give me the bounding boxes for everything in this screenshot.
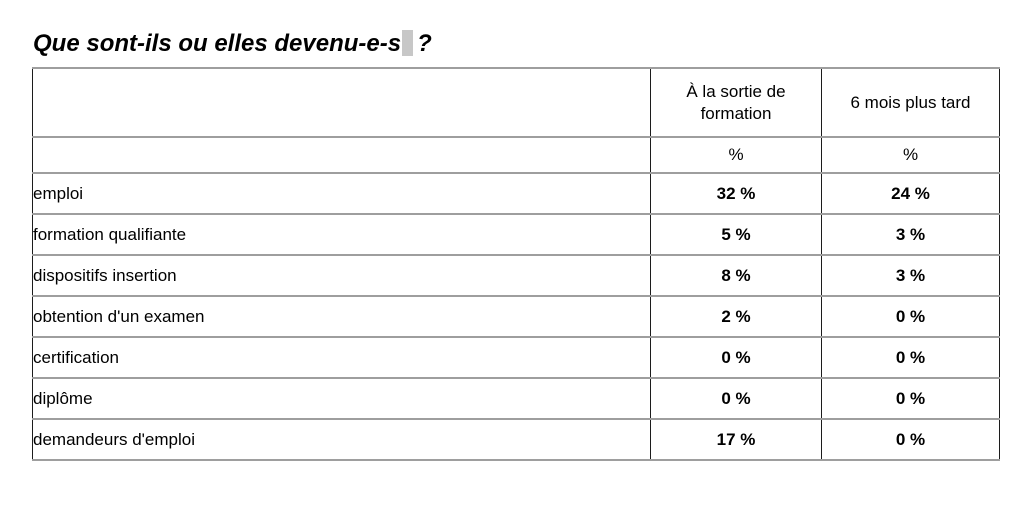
column-header-six-months: 6 mois plus tard (821, 67, 1000, 138)
results-table: À la sortie de formation 6 mois plus tar… (32, 67, 1000, 461)
highlighted-space-mark (402, 30, 414, 57)
value-at-exit: 0 % (650, 377, 822, 420)
table-row-dispositifs-insertion: dispositifs insertion 8 % 3 % (32, 254, 1000, 297)
table-row-certification: certification 0 % 0 % (32, 336, 1000, 379)
value-six-months: 0 % (821, 295, 1000, 338)
page-title-text: Que sont-ils ou elles devenu-e-s (33, 30, 402, 58)
page-title-question-mark: ? (417, 30, 432, 58)
header-empty-cell (32, 67, 651, 138)
value-six-months: 0 % (821, 336, 1000, 379)
value-at-exit: 5 % (650, 213, 822, 256)
value-at-exit: 2 % (650, 295, 822, 338)
row-label: diplôme (32, 377, 651, 420)
value-six-months: 0 % (821, 377, 1000, 420)
value-at-exit: 8 % (650, 254, 822, 297)
header-row: À la sortie de formation 6 mois plus tar… (32, 67, 1000, 138)
row-label: certification (32, 336, 651, 379)
value-six-months: 0 % (821, 418, 1000, 461)
table-row-obtention-examen: obtention d'un examen 2 % 0 % (32, 295, 1000, 338)
page-title: Que sont-ils ou elles devenu-e-s? (33, 30, 432, 58)
table-row-demandeurs-emploi: demandeurs d'emploi 17 % 0 % (32, 418, 1000, 461)
row-label: emploi (32, 172, 651, 215)
table-row-emploi: emploi 32 % 24 % (32, 172, 1000, 215)
value-six-months: 3 % (821, 254, 1000, 297)
unit-empty-cell (32, 136, 651, 174)
value-at-exit: 17 % (650, 418, 822, 461)
column-header-at-exit: À la sortie de formation (650, 67, 822, 138)
row-label: dispositifs insertion (32, 254, 651, 297)
row-label: formation qualifiante (32, 213, 651, 256)
value-at-exit: 32 % (650, 172, 822, 215)
row-label: obtention d'un examen (32, 295, 651, 338)
row-label: demandeurs d'emploi (32, 418, 651, 461)
unit-row: % % (32, 136, 1000, 174)
value-six-months: 3 % (821, 213, 1000, 256)
value-six-months: 24 % (821, 172, 1000, 215)
unit-cell-at-exit: % (650, 136, 822, 174)
value-at-exit: 0 % (650, 336, 822, 379)
table-row-diplome: diplôme 0 % 0 % (32, 377, 1000, 420)
unit-cell-six-months: % (821, 136, 1000, 174)
table-row-formation-qualifiante: formation qualifiante 5 % 3 % (32, 213, 1000, 256)
